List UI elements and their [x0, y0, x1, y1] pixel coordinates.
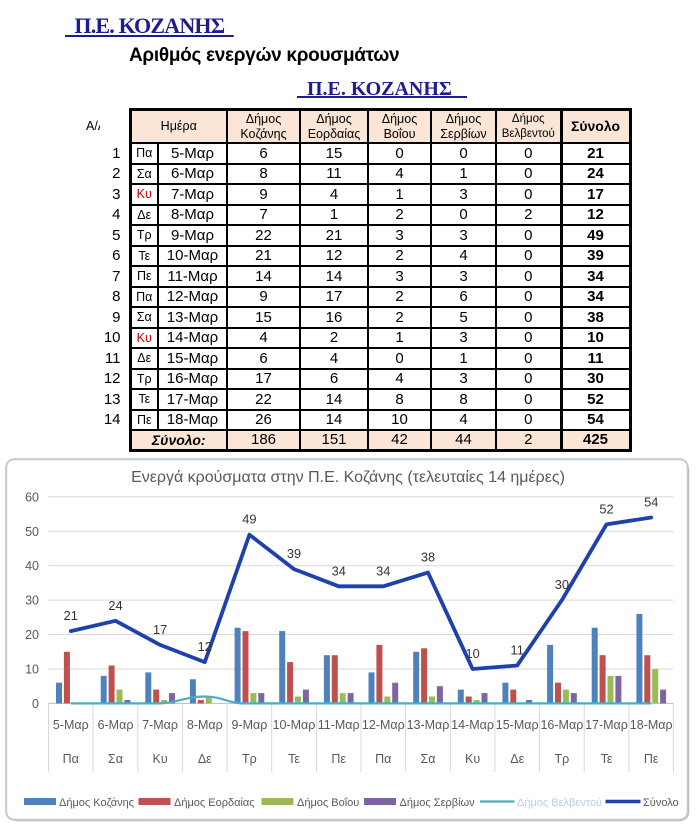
svg-text:16-Μαρ: 16-Μαρ [540, 718, 583, 732]
svg-text:60: 60 [25, 490, 39, 504]
svg-text:5-Μαρ: 5-Μαρ [53, 718, 89, 732]
svg-text:Πε: Πε [331, 752, 346, 766]
svg-text:Δήμος Βοΐου: Δήμος Βοΐου [297, 797, 359, 809]
svg-text:Δήμος Βελβεντού: Δήμος Βελβεντού [517, 797, 602, 809]
svg-text:12: 12 [198, 639, 212, 654]
svg-text:40: 40 [25, 559, 39, 573]
svg-text:54: 54 [644, 495, 658, 510]
svg-text:20: 20 [25, 628, 39, 642]
svg-text:52: 52 [599, 501, 613, 516]
svg-text:Κυ: Κυ [465, 752, 480, 766]
svg-text:Πε: Πε [644, 752, 659, 766]
svg-text:17-Μαρ: 17-Μαρ [585, 718, 628, 732]
svg-text:30: 30 [25, 594, 39, 608]
svg-text:Σα: Σα [108, 752, 123, 766]
svg-text:9-Μαρ: 9-Μαρ [231, 718, 267, 732]
svg-text:10: 10 [25, 663, 39, 677]
svg-text:Δε: Δε [510, 752, 524, 766]
svg-text:Τε: Τε [288, 752, 300, 766]
svg-text:Δήμος Κοζάνης: Δήμος Κοζάνης [59, 797, 134, 809]
svg-text:10: 10 [465, 646, 479, 661]
svg-text:6-Μαρ: 6-Μαρ [98, 718, 134, 732]
svg-text:Πα: Πα [63, 752, 79, 766]
svg-text:12-Μαρ: 12-Μαρ [362, 718, 405, 732]
svg-text:0: 0 [32, 697, 39, 711]
svg-text:15-Μαρ: 15-Μαρ [496, 718, 539, 732]
svg-text:Δε: Δε [198, 752, 212, 766]
svg-text:Κυ: Κυ [153, 752, 168, 766]
svg-text:21: 21 [64, 608, 78, 623]
svg-text:Ενεργά κρούσματα στην Π.Ε. Κοζ: Ενεργά κρούσματα στην Π.Ε. Κοζάνης (τελε… [131, 469, 565, 486]
svg-text:Τρ: Τρ [555, 752, 570, 766]
svg-text:30: 30 [555, 577, 569, 592]
svg-text:38: 38 [421, 550, 435, 565]
svg-text:14-Μαρ: 14-Μαρ [451, 718, 494, 732]
svg-text:11-Μαρ: 11-Μαρ [318, 718, 360, 732]
svg-text:11: 11 [511, 643, 524, 658]
svg-text:Τε: Τε [601, 752, 613, 766]
svg-text:39: 39 [287, 546, 301, 561]
svg-text:50: 50 [25, 525, 39, 539]
svg-text:24: 24 [108, 598, 122, 613]
svg-text:8-Μαρ: 8-Μαρ [187, 718, 223, 732]
svg-text:Δήμος Σερβίων: Δήμος Σερβίων [400, 797, 476, 809]
svg-text:17: 17 [153, 622, 167, 637]
svg-text:7-Μαρ: 7-Μαρ [142, 718, 178, 732]
svg-text:Σύνολο: Σύνολο [643, 797, 679, 809]
svg-text:Πα: Πα [375, 752, 391, 766]
svg-text:Δήμος Εορδαίας: Δήμος Εορδαίας [174, 797, 255, 809]
svg-text:18-Μαρ: 18-Μαρ [630, 718, 673, 732]
svg-text:13-Μαρ: 13-Μαρ [407, 718, 450, 732]
svg-text:10-Μαρ: 10-Μαρ [273, 718, 316, 732]
svg-text:Τρ: Τρ [242, 752, 257, 766]
svg-text:34: 34 [332, 563, 346, 578]
svg-text:34: 34 [376, 563, 390, 578]
svg-text:49: 49 [242, 512, 256, 527]
svg-text:Σα: Σα [421, 752, 436, 766]
